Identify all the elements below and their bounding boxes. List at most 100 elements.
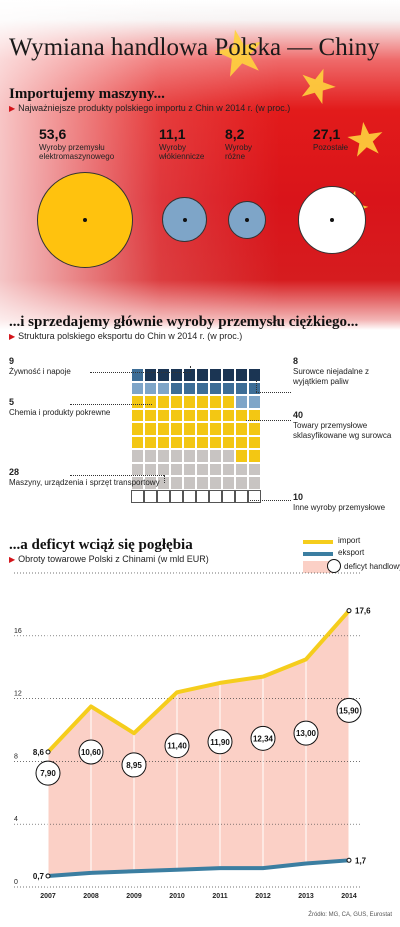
x-tick-label: 2011 [212, 893, 227, 900]
imports-subtitle: ▶ Najważniejsze produkty polskiego import… [9, 103, 291, 113]
deficit-subtitle: ▶ Obroty towarowe Polski z Chinami (w mld… [9, 554, 209, 564]
waffle-cell [131, 422, 144, 436]
deficit-value-label: 15,90 [339, 706, 360, 715]
waffle-cell [131, 368, 144, 382]
waffle-cell [248, 368, 261, 382]
trade-chart: 0 4 8 12 16 20 2007 2008 2009 2010 2011 2012 2013 201… [14, 570, 371, 900]
y-tick-label: 16 [14, 628, 22, 635]
waffle-cell [248, 408, 261, 422]
x-tick-label: 2014 [341, 893, 357, 900]
imports-heading: Importujemy maszyny... [9, 86, 165, 102]
leader-line [70, 475, 164, 476]
import-circle [37, 172, 133, 268]
waffle-cell [170, 462, 183, 476]
end-value-label: 17,6 [355, 607, 371, 616]
waffle-cell [170, 489, 183, 503]
end-point [45, 873, 51, 879]
waffle-cell [196, 381, 209, 395]
waffle-cell [183, 476, 196, 490]
waffle-cell [248, 476, 261, 490]
waffle-cell [157, 435, 170, 449]
end-value-label: 8,6 [33, 748, 45, 757]
waffle-cell [131, 476, 144, 490]
end-point [45, 749, 51, 755]
leader-line [164, 475, 165, 483]
waffle-cell [235, 476, 248, 490]
waffle-cell [144, 368, 157, 382]
waffle-cell [222, 476, 235, 490]
circle-center-dot [245, 218, 249, 222]
waffle-cell [131, 435, 144, 449]
waffle-cell [248, 462, 261, 476]
triangle-icon: ▶ [9, 104, 16, 113]
legend-deficit-label: deficyt handlowy [344, 562, 400, 571]
waffle-cell [235, 368, 248, 382]
waffle-cell [144, 449, 157, 463]
waffle-cell [196, 435, 209, 449]
waffle-cell [222, 462, 235, 476]
waffle-cell [183, 489, 196, 503]
waffle-cell [183, 435, 196, 449]
source-note: Źródło: MG, CA, GUS, Eurostat [308, 912, 392, 918]
legend-export-label: eksport [338, 548, 365, 557]
import-circle [298, 186, 366, 254]
waffle-cell [170, 381, 183, 395]
waffle-cell [157, 381, 170, 395]
export-label: 9 Żywność i napoje [9, 356, 71, 376]
flag-background [0, 0, 400, 340]
waffle-cell [157, 408, 170, 422]
import-label: Pozostałe [313, 143, 349, 152]
waffle-cell [248, 381, 261, 395]
waffle-cell [144, 489, 157, 503]
waffle-cell [235, 422, 248, 436]
waffle-cell [170, 435, 183, 449]
waffle-cell [183, 368, 196, 382]
waffle-cell [248, 449, 261, 463]
flag-star-icon: ★ [341, 110, 390, 168]
waffle-cell [157, 368, 170, 382]
legend-export-swatch [303, 552, 333, 556]
import-line [46, 609, 351, 754]
waffle-cell [222, 368, 235, 382]
waffle-cell [209, 422, 222, 436]
waffle-cell [144, 422, 157, 436]
waffle-cell [235, 489, 248, 503]
waffle-cell [183, 449, 196, 463]
waffle-cell [222, 435, 235, 449]
waffle-cell [209, 489, 222, 503]
waffle-cell [157, 422, 170, 436]
deficit-bubble [78, 739, 104, 765]
waffle-cell [209, 395, 222, 409]
deficit-area [48, 610, 349, 877]
export-label: 5 Chemia i produkty pokrewne [9, 397, 111, 417]
x-tick-label: 2013 [298, 893, 314, 900]
leader-line [70, 404, 152, 405]
deficit-value-label: 13,00 [296, 729, 317, 738]
page-title: Wymiana handlowa Polska — Chiny [9, 34, 380, 61]
waffle-cell [170, 476, 183, 490]
triangle-icon: ▶ [9, 555, 16, 564]
deficit-value-label: 12,34 [253, 734, 274, 743]
triangle-icon: ▶ [9, 332, 16, 341]
waffle-cell [170, 368, 183, 382]
legend-deficit-circle-icon [327, 559, 341, 573]
waffle-cell [131, 381, 144, 395]
waffle-cell [248, 435, 261, 449]
exports-heading: ...i sprzedajemy głównie wyroby przemysł… [9, 314, 359, 330]
waffle-cell [183, 395, 196, 409]
waffle-cell [196, 408, 209, 422]
waffle-cell [222, 489, 235, 503]
deficit-bubble [293, 720, 319, 746]
waffle-cell [235, 449, 248, 463]
y-tick-label: 0 [14, 879, 18, 886]
x-tick-label: 2007 [40, 893, 56, 900]
waffle-cell [170, 449, 183, 463]
waffle-cell [170, 395, 183, 409]
waffle-cell [222, 395, 235, 409]
leader-line [256, 380, 257, 392]
waffle-cell [235, 408, 248, 422]
waffle-cell [170, 422, 183, 436]
waffle-cell [222, 449, 235, 463]
legend-deficit-swatch [303, 561, 333, 573]
export-waffle-grid [131, 368, 261, 503]
